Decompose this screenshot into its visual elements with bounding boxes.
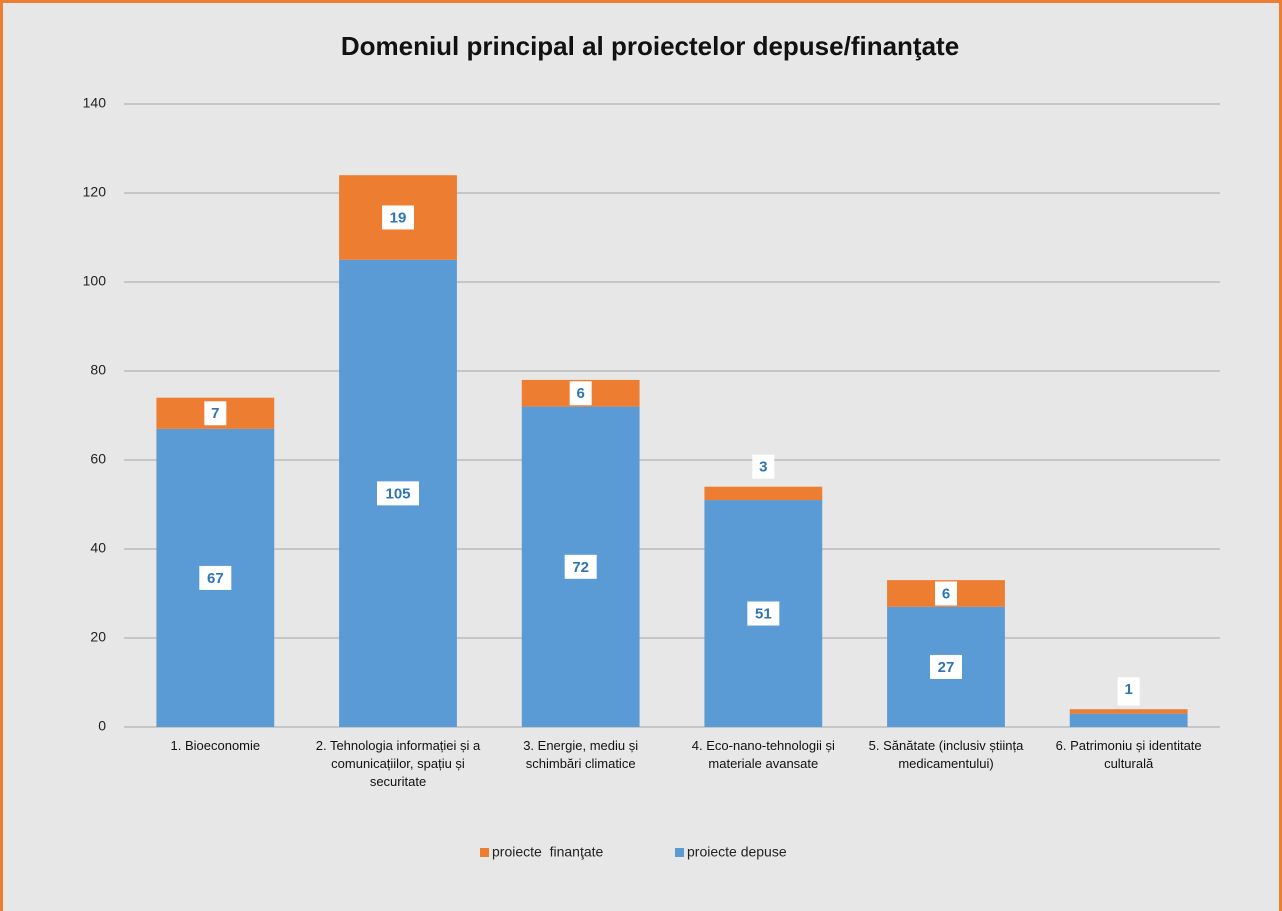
x-tick-label: 4. Eco-nano-tehnologii și materiale avan…: [691, 738, 835, 771]
data-label-box: [747, 601, 780, 626]
bar-segment: [1069, 713, 1188, 727]
data-label-box: [204, 401, 227, 426]
x-tick-label: 3. Energie, mediu și schimbări climatice: [523, 738, 639, 771]
x-tick-label: 2. Tehnologia informației și a comunicaț…: [315, 738, 481, 789]
data-label-box: [377, 481, 419, 506]
y-tick-label: 80: [90, 362, 106, 378]
data-label-box: [382, 205, 414, 230]
data-label: 1: [1124, 681, 1132, 698]
data-label: 3: [759, 459, 767, 476]
legend-swatch: [675, 848, 684, 857]
data-label-box: [935, 581, 957, 606]
y-tick-label: 60: [90, 451, 106, 467]
data-label: 6: [576, 385, 584, 402]
data-label-box: [930, 654, 962, 679]
data-label: 105: [385, 485, 410, 502]
data-label: 67: [207, 570, 224, 587]
legend-label: proiecte depuse: [687, 844, 787, 860]
data-label-box: [569, 381, 592, 406]
chart-title: Domeniul principal al proiectelor depuse…: [341, 31, 959, 61]
y-tick-label: 0: [98, 718, 106, 734]
data-label-box: [199, 565, 232, 590]
data-label: 19: [390, 209, 407, 226]
bar-segment: [1069, 709, 1188, 714]
data-label: 51: [755, 605, 772, 622]
x-tick-label: 5. Sănătate (inclusiv știința medicament…: [868, 738, 1024, 771]
x-tick-label: 6. Patrimoniu și identitate culturală: [1055, 738, 1202, 771]
legend-swatch: [480, 848, 489, 857]
x-tick-label: 1. Bioeconomie: [170, 738, 261, 753]
y-tick-label: 40: [90, 540, 106, 556]
data-label: 27: [938, 659, 955, 676]
data-label-box: [752, 454, 775, 479]
y-tick-label: 100: [83, 273, 107, 289]
y-tick-label: 120: [83, 184, 107, 200]
legend-label: proiecte finanţate: [492, 844, 604, 860]
bar-segment: [704, 486, 823, 501]
y-tick-label: 20: [90, 629, 106, 645]
data-label-box: [564, 554, 597, 579]
data-label: 7: [211, 405, 219, 422]
data-label-box: [1117, 677, 1140, 702]
data-label: 6: [942, 585, 950, 602]
data-label: 72: [572, 559, 589, 576]
y-tick-label: 140: [83, 95, 107, 111]
